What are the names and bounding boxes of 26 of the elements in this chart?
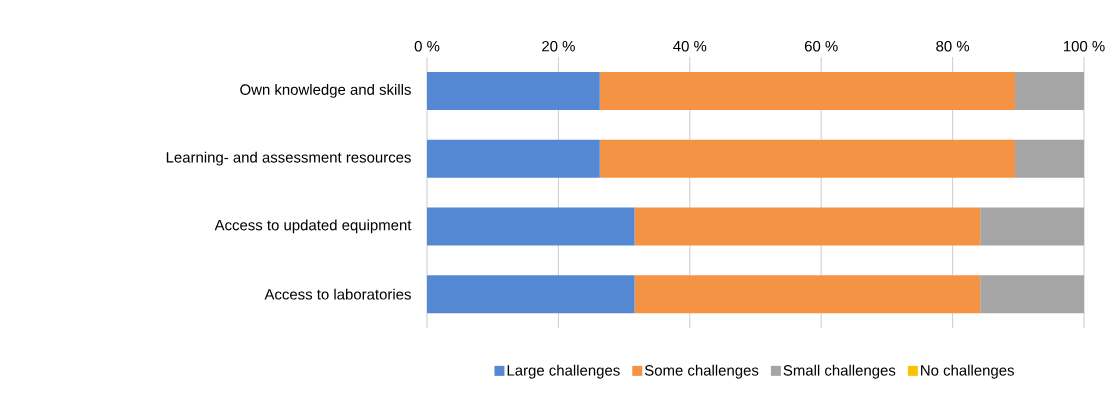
legend-label: Large challenges [507,364,620,379]
legend-label: Small challenges [783,364,896,379]
x-tick-label: 60 % [804,40,838,52]
legend-label: Some challenges [644,364,759,379]
legend-label: No challenges [921,364,1014,379]
x-tick-label: 40 % [673,40,707,52]
bar [634,207,981,246]
bar [980,275,1085,314]
bar [599,71,1016,110]
y-tick-label: Access to laboratories [264,288,411,300]
bar [634,275,981,314]
bar [599,139,1016,178]
bar [427,71,600,110]
bar [1015,71,1085,110]
x-tick-label: 20 % [542,40,575,52]
bar [427,275,635,314]
bar [427,139,600,178]
y-tick-label: Learning- and assessment resources [166,151,411,166]
x-tick-label: 0 % [414,40,440,52]
bar [980,207,1085,246]
y-tick-label: Access to updated equipment [214,219,412,234]
bar [1015,139,1085,178]
x-tick-label: 100 % [1063,40,1105,52]
y-tick-label: Own knowledge and skills [240,83,411,98]
bar [427,207,635,246]
x-tick-label: 80 % [936,40,970,52]
